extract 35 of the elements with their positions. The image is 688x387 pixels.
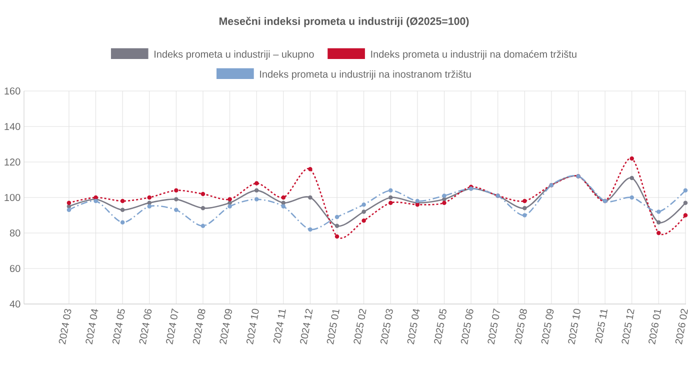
x-tick-label: 2025 06 [460, 308, 474, 344]
x-tick-label: 2024 08 [192, 308, 206, 344]
x-tick-label: 2024 05 [112, 308, 125, 344]
x-tick-label: 2025 12 [622, 308, 634, 344]
x-tick-label: 2024 03 [58, 308, 72, 344]
x-tick-label: 2025 04 [407, 309, 420, 344]
x-tick-label: 2025 08 [514, 308, 527, 344]
x-tick-label: 2024 04 [86, 309, 98, 344]
legend-label: Indeks prometa u industriji na domaćem tržištu [371, 50, 576, 60]
x-tick-label: 2025 01 [326, 310, 340, 344]
y-tick-label: 80 [10, 229, 20, 237]
x-tick-label: 2025 02 [354, 308, 366, 344]
y-tick-label: 120 [4, 158, 20, 166]
x-tick-label: 2026 01 [648, 310, 662, 344]
x-tick-label: 2025 11 [595, 310, 608, 344]
x-tick-label: 2025 03 [380, 308, 393, 344]
x-tick-label: 2025 05 [434, 308, 446, 344]
x-tick-label: 2026 02 [675, 308, 688, 344]
y-tick-label: 100 [4, 194, 20, 202]
x-tick-label: 2025 10 [568, 308, 580, 344]
x-tick-label: 2025 07 [488, 308, 500, 344]
x-tick-label: 2024 11 [273, 310, 286, 344]
y-tick-label: 160 [4, 87, 20, 95]
x-tick-label: 2024 09 [220, 308, 232, 344]
y-tick-label: 40 [10, 300, 20, 308]
legend-label: Indeks prometa u industriji – ukupno [154, 50, 314, 60]
chart-title: Mesečni indeksi prometa u industriji (Ø2025=100) [219, 16, 469, 28]
legend-label: Indeks prometa u industriji na inostranom tržištu [260, 70, 471, 80]
x-tick-label: 2024 07 [166, 308, 178, 344]
x-tick-label: 2024 10 [246, 308, 259, 344]
y-tick-label: 60 [10, 264, 20, 272]
x-tick-label: 2025 09 [541, 308, 554, 344]
x-tick-label: 2024 06 [139, 308, 152, 344]
x-tick-label: 2024 12 [300, 308, 313, 344]
y-tick-label: 140 [4, 122, 20, 130]
